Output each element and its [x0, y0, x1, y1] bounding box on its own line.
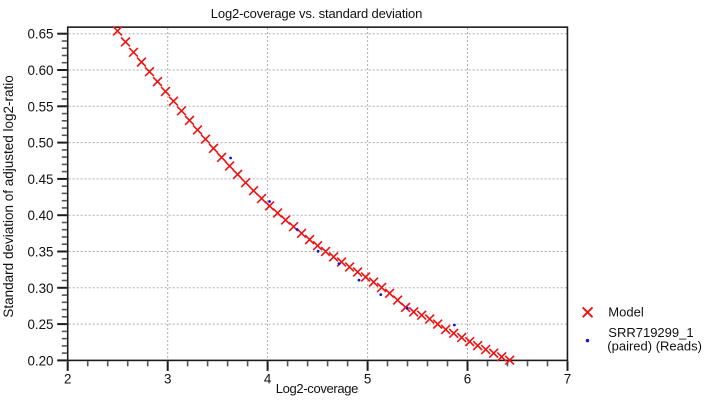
- svg-text:7: 7: [564, 371, 571, 386]
- svg-text:6: 6: [464, 371, 471, 386]
- svg-text:0.40: 0.40: [27, 208, 53, 223]
- svg-text:SRR719299_1: SRR719299_1: [608, 325, 693, 340]
- svg-text:3: 3: [164, 371, 171, 386]
- svg-text:Standard deviation of adjusted: Standard deviation of adjusted log2-rati…: [1, 75, 16, 317]
- svg-text:2: 2: [64, 371, 71, 386]
- svg-text:0.65: 0.65: [27, 27, 53, 42]
- svg-text:0.35: 0.35: [27, 245, 53, 260]
- svg-text:Log2-coverage: Log2-coverage: [276, 381, 358, 396]
- svg-text:Model: Model: [608, 304, 644, 319]
- svg-text:0.20: 0.20: [27, 353, 53, 368]
- svg-text:(paired) (Reads): (paired) (Reads): [607, 339, 702, 354]
- svg-text:0.45: 0.45: [27, 172, 53, 187]
- svg-text:0.50: 0.50: [27, 136, 53, 151]
- svg-text:0.55: 0.55: [27, 99, 53, 114]
- svg-text:Log2-coverage vs. standard dev: Log2-coverage vs. standard deviation: [211, 6, 422, 21]
- svg-text:0.25: 0.25: [27, 317, 53, 332]
- svg-text:0.30: 0.30: [27, 281, 53, 296]
- svg-text:5: 5: [364, 371, 371, 386]
- svg-text:0.60: 0.60: [27, 63, 53, 78]
- svg-text:4: 4: [264, 371, 272, 386]
